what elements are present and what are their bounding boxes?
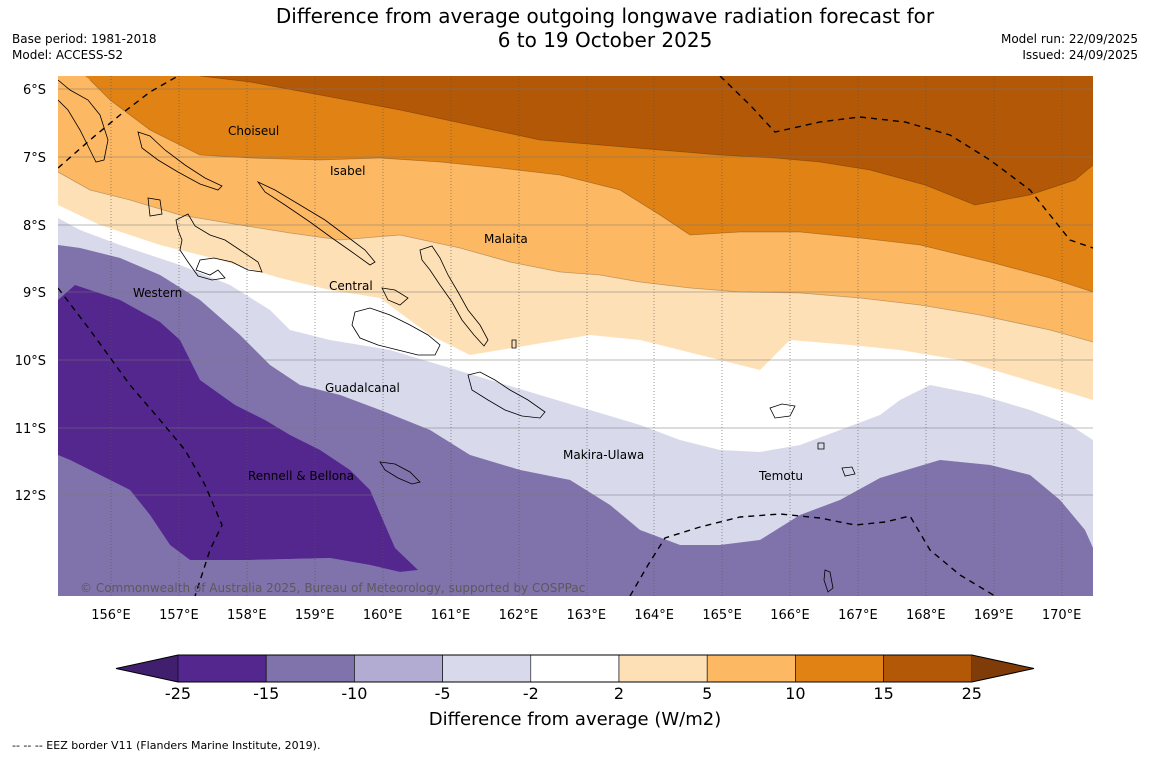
colorbar-segment [618, 654, 708, 683]
eez-border-northeast [719, 76, 1093, 249]
colorbar-segment [530, 654, 620, 683]
region-label-central: Central [329, 279, 373, 293]
colorbar-tick-label: 25 [961, 684, 982, 703]
colorbar [115, 654, 1035, 683]
colorbar-tick-label: -15 [253, 684, 280, 703]
chart-title: Difference from average outgoing longwav… [245, 4, 965, 52]
region-label-malaita: Malaita [484, 232, 528, 246]
eez-border-south [629, 513, 996, 596]
isabel-island [256, 180, 376, 266]
region-label-temotu: Temotu [758, 469, 803, 483]
lon-label: 166°E [770, 608, 810, 623]
map-plot-area: Choiseul Isabel Malaita Central Western … [58, 76, 1093, 596]
title-line-1: Difference from average outgoing longwav… [275, 4, 935, 28]
colorbar-tick-label: -10 [341, 684, 368, 703]
lon-label: 170°E [1042, 608, 1082, 623]
new-georgia-group [147, 197, 263, 281]
band-m25-m15 [58, 285, 418, 572]
small-islet-a [817, 442, 825, 450]
eez-footnote: -- -- -- EEZ border V11 (Flanders Marine… [12, 739, 321, 752]
white-patch [775, 368, 810, 385]
base-period: Base period: 1981-2018 [12, 32, 157, 46]
lon-label: 164°E [634, 608, 674, 623]
nggela-islands [381, 287, 409, 306]
colorbar-segment [265, 654, 355, 683]
colorbar-segment [795, 654, 884, 683]
title-line-2: 6 to 19 October 2025 [497, 28, 713, 52]
lon-label: 162°E [499, 608, 539, 623]
colorbar-tick-label: 2 [613, 684, 625, 703]
colorbar-tick-label: -2 [522, 684, 539, 703]
colorbar-segment [883, 654, 973, 683]
santa-cruz-island [769, 403, 796, 419]
lat-label: 6°S [23, 83, 46, 98]
colorbar-extend-high [971, 655, 1034, 682]
lat-label: 9°S [23, 286, 46, 301]
lon-axis-labels: 156°E 157°E 158°E 159°E 160°E 161°E 162°E 163°E… [91, 608, 1081, 623]
lon-label: 168°E [906, 608, 946, 623]
colorbar-segment [442, 654, 532, 683]
lat-label: 12°S [15, 489, 46, 504]
lon-label: 158°E [227, 608, 267, 623]
lowest-band-patch [58, 455, 420, 596]
meta-left: Base period: 1981-2018 Model: ACCESS-S2 [12, 31, 157, 63]
contour-lines [58, 76, 1093, 343]
eez-borders [58, 76, 1093, 596]
temotu-islet [841, 466, 856, 477]
lon-label: 161°E [431, 608, 471, 623]
eez-border-north [58, 76, 179, 169]
lon-label: 160°E [363, 608, 403, 623]
lat-label: 11°S [15, 422, 46, 437]
model-run: Model run: 22/09/2025 [1000, 32, 1138, 46]
region-label-rennell-bellona: Rennell & Bellona [248, 469, 354, 483]
region-label-isabel: Isabel [330, 164, 365, 178]
region-label-western: Western [133, 286, 182, 300]
small-islet-b [823, 569, 834, 593]
guadalcanal-island [351, 307, 441, 356]
colorbar-segment [177, 654, 267, 683]
issued-date: Issued: 24/09/2025 [1022, 48, 1138, 62]
colorbar-tick-label: 15 [873, 684, 894, 703]
latitude-lines [58, 88, 1093, 496]
lat-label: 10°S [15, 354, 46, 369]
colorbar-tick-label: 5 [702, 684, 713, 703]
lon-label: 165°E [702, 608, 742, 623]
colorbar-title: Difference from average (W/m2) [428, 709, 722, 730]
eez-border-west [58, 287, 223, 596]
colorbar-tick-label: -5 [434, 684, 451, 703]
region-label-guadalcanal: Guadalcanal [325, 381, 400, 395]
colorbar-tick-label: -25 [164, 684, 192, 703]
colorbar-extend-low [116, 655, 178, 682]
choiseul-island [137, 131, 223, 191]
lon-label: 156°E [91, 608, 131, 623]
region-labels: Choiseul Isabel Malaita Central Western … [133, 124, 803, 483]
small-islet-c [511, 339, 517, 349]
lon-label: 167°E [838, 608, 878, 623]
colorbar-segment [354, 654, 443, 683]
lon-label: 163°E [567, 608, 607, 623]
region-label-choiseul: Choiseul [228, 124, 279, 138]
malaita-island [419, 245, 489, 347]
region-label-makira-ulawa: Makira-Ulawa [563, 448, 644, 462]
bougainville-island [58, 79, 109, 163]
meta-right: Model run: 22/09/2025 Issued: 24/09/2025 [1001, 31, 1138, 63]
colorbar-outline [115, 654, 1035, 683]
makira-island [467, 371, 546, 419]
coastlines [58, 79, 856, 593]
colorbar-tick-label: 10 [785, 684, 806, 703]
lon-label: 157°E [159, 608, 199, 623]
lon-label: 159°E [295, 608, 335, 623]
lat-label: 7°S [23, 151, 46, 166]
colorbar-segment [706, 654, 796, 683]
lat-axis-labels: 6°S 7°S 8°S 9°S 10°S 11°S 12°S [15, 83, 46, 504]
lat-label: 8°S [23, 219, 46, 234]
copyright-text: © Commonwealth of Australia 2025, Bureau… [80, 581, 585, 595]
lon-label: 169°E [974, 608, 1014, 623]
model-name: Model: ACCESS-S2 [12, 48, 124, 62]
rennell-island [379, 461, 421, 485]
